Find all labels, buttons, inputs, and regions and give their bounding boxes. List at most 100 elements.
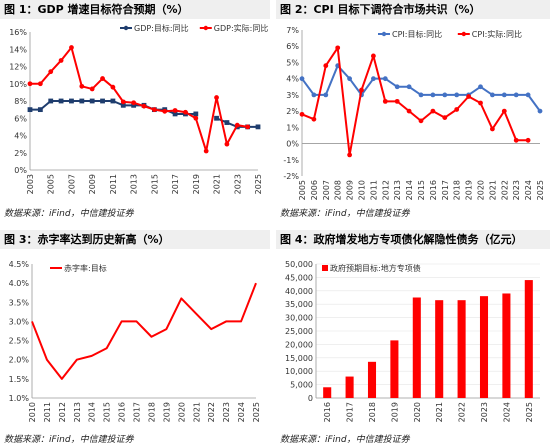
data-point bbox=[69, 98, 74, 104]
legend-label: CPI:目标:同比 bbox=[392, 29, 442, 39]
panel-title: 图 3：赤字率达到历史新高（%） bbox=[0, 230, 270, 249]
data-point bbox=[120, 102, 126, 108]
y-tick-label: 2.0% bbox=[9, 356, 30, 365]
series-line bbox=[30, 46, 248, 153]
y-tick-label: 20,000 bbox=[285, 340, 313, 349]
x-tick-label: 2023 bbox=[480, 402, 489, 422]
x-tick-label: 2024 bbox=[237, 402, 246, 422]
x-tick-label: 2019 bbox=[162, 402, 171, 422]
data-point bbox=[183, 109, 188, 115]
data-point bbox=[100, 76, 105, 81]
x-tick-label: 2015 bbox=[417, 180, 426, 200]
x-tick-label: 2019 bbox=[192, 174, 201, 194]
panel-cpi: 图 2：CPI 目标下调符合市场共识（%） -2% -1% 0% 1% 2% 3% 4% 5%… bbox=[276, 0, 550, 220]
data-point bbox=[48, 98, 54, 104]
x-tick-label: 2007 bbox=[322, 180, 331, 200]
x-tick-label: 2024 bbox=[524, 180, 533, 200]
data-point bbox=[442, 115, 448, 120]
y-tick-label: 5% bbox=[286, 58, 299, 67]
series-line bbox=[31, 282, 257, 380]
data-point bbox=[203, 148, 209, 154]
data-point bbox=[224, 141, 230, 147]
x-tick-label: 2009 bbox=[88, 174, 97, 194]
y-tick-label: 5,000 bbox=[290, 381, 313, 390]
legend-label: GDP:实际:同比 bbox=[214, 23, 269, 33]
legend-marker bbox=[203, 25, 208, 31]
y-tick-label: 8% bbox=[14, 97, 27, 106]
x-tick-label: 2011 bbox=[369, 180, 378, 200]
data-point bbox=[299, 76, 305, 82]
data-point bbox=[193, 111, 199, 117]
chart-cpi: -2%-1%0%1%2%3%4%5%6%7%2005 2006 2007 2008 20… bbox=[283, 26, 545, 200]
data-point bbox=[454, 92, 460, 98]
panel-gdp: 图 1：GDP 增速目标符合预期（%） 0% 2% 4% 6% 8% 10% 12% 14% 1… bbox=[0, 0, 270, 220]
data-point bbox=[110, 98, 116, 104]
data-point bbox=[120, 99, 126, 105]
panel-title: 图 2：CPI 目标下调符合市场共识（%） bbox=[276, 0, 550, 19]
y-tick-label: 1.5% bbox=[9, 375, 30, 384]
x-tick-label: 2009 bbox=[346, 180, 355, 200]
y-tick-label: 15,000 bbox=[285, 354, 313, 363]
x-tick-label: 2010 bbox=[358, 180, 367, 200]
x-tick-label: 2005 bbox=[47, 174, 56, 194]
data-point bbox=[406, 108, 412, 114]
data-point bbox=[335, 45, 341, 51]
x-tick-label: 2022 bbox=[500, 180, 509, 200]
y-tick-label: 3.5% bbox=[9, 298, 30, 307]
x-tick-label: 2013 bbox=[393, 180, 402, 200]
data-point bbox=[490, 126, 495, 132]
x-tick-label: 2025 bbox=[525, 402, 534, 422]
x-tick-label: 2020 bbox=[413, 402, 422, 422]
x-tick-label: 2016 bbox=[118, 402, 127, 422]
data-point bbox=[394, 98, 400, 104]
y-tick-label: 6% bbox=[286, 42, 299, 51]
data-point bbox=[466, 94, 471, 99]
data-point bbox=[110, 84, 116, 90]
x-tick-label: 2021 bbox=[435, 402, 444, 422]
x-tick-label: 2013 bbox=[73, 402, 82, 422]
data-point bbox=[394, 84, 400, 90]
x-tick-label: 2017 bbox=[346, 402, 355, 422]
data-point bbox=[58, 58, 64, 63]
y-tick-label: 4.5% bbox=[9, 260, 30, 269]
data-point bbox=[27, 81, 33, 87]
y-tick-label: -2% bbox=[283, 172, 299, 181]
x-tick-label: 2003 bbox=[26, 174, 35, 194]
x-tick-label: 2018 bbox=[147, 402, 156, 422]
data-point bbox=[89, 98, 95, 104]
data-point bbox=[224, 120, 230, 125]
data-point bbox=[89, 86, 95, 92]
data-point bbox=[359, 87, 364, 93]
y-tick-label: 4% bbox=[14, 132, 27, 141]
data-point bbox=[501, 108, 507, 114]
bar bbox=[524, 280, 533, 398]
x-tick-label: 2025 bbox=[536, 180, 545, 200]
data-point bbox=[193, 115, 199, 121]
x-tick-label: 2005 bbox=[298, 180, 307, 200]
data-point bbox=[245, 124, 251, 130]
panel-special-bonds: 图 4：政府增发地方专项债化解隐性债务（亿元） 0 5,000 10,000 15,0… bbox=[276, 230, 550, 447]
data-point bbox=[162, 108, 168, 114]
data-point bbox=[525, 92, 531, 98]
x-tick-label: 2025 bbox=[252, 402, 261, 422]
panel-deficit: 图 3：赤字率达到历史新高（%） 1.0% 1.5% 2.0% 2.5% 3.0% 3.5… bbox=[0, 230, 270, 447]
legend-marker bbox=[123, 25, 129, 31]
data-point bbox=[151, 107, 157, 113]
data-point bbox=[141, 103, 147, 109]
legend-label: GDP:目标:同比 bbox=[134, 23, 189, 33]
y-tick-label: 1.0% bbox=[9, 394, 30, 403]
data-point bbox=[79, 98, 85, 104]
bar bbox=[323, 387, 332, 398]
y-tick-label: 50,000 bbox=[285, 260, 313, 269]
x-tick-label: 2025 bbox=[254, 174, 263, 194]
x-tick-label: 2015 bbox=[103, 402, 112, 422]
x-tick-label: 2014 bbox=[88, 402, 97, 422]
data-point bbox=[323, 63, 329, 69]
data-point bbox=[478, 100, 483, 106]
x-tick-label: 2021 bbox=[192, 402, 201, 422]
x-tick-label: 2016 bbox=[429, 180, 438, 200]
data-point bbox=[430, 108, 436, 114]
data-point bbox=[214, 95, 219, 100]
legend-marker bbox=[461, 31, 466, 37]
data-point bbox=[490, 92, 495, 98]
